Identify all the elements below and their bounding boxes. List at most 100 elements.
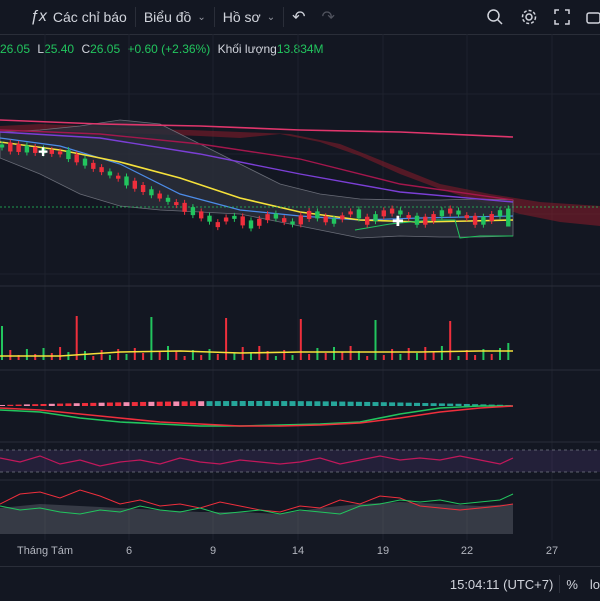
volume-bars bbox=[1, 316, 510, 360]
macd-bar bbox=[223, 401, 230, 406]
ma-pink bbox=[0, 119, 514, 138]
volume-bar bbox=[175, 351, 178, 360]
volume-bar bbox=[457, 356, 460, 360]
macd-histogram bbox=[0, 401, 512, 406]
ma-purple bbox=[0, 131, 514, 203]
rsi-band bbox=[0, 450, 600, 472]
candles-group bbox=[0, 139, 511, 232]
macd-bar bbox=[289, 401, 296, 406]
bottom-status-bar: 15:04:11 (UTC+7) % lo bbox=[0, 566, 600, 601]
volume-bar bbox=[416, 353, 418, 360]
volume-bar bbox=[291, 355, 294, 360]
macd-bar bbox=[264, 401, 271, 406]
undo-icon: ↶ bbox=[292, 9, 306, 26]
redo-button[interactable]: ↷ bbox=[313, 0, 342, 34]
macd-bar bbox=[131, 402, 138, 406]
volume-bar bbox=[158, 352, 161, 360]
chart-type-label: Biểu đồ bbox=[143, 9, 192, 25]
volume-bar bbox=[125, 354, 128, 360]
volume-bar bbox=[432, 352, 435, 360]
macd-bar bbox=[115, 402, 122, 406]
volume-bar bbox=[374, 320, 377, 360]
macd-bar bbox=[7, 404, 14, 406]
volume-bar bbox=[316, 348, 319, 360]
volume-bar bbox=[366, 356, 369, 360]
macd-bar bbox=[73, 403, 80, 406]
macd-bar bbox=[189, 401, 196, 406]
undo-button[interactable]: ↶ bbox=[284, 0, 313, 34]
volume-bar bbox=[42, 348, 45, 360]
quick-search-button[interactable] bbox=[478, 0, 512, 34]
macd-bar bbox=[206, 401, 213, 406]
macd-bar bbox=[90, 402, 97, 406]
volume-bar bbox=[25, 349, 28, 360]
volume-bar bbox=[200, 355, 203, 360]
volume-bar bbox=[440, 346, 443, 360]
volume-bar bbox=[449, 321, 452, 360]
macd-bar bbox=[239, 401, 246, 406]
macd-bar bbox=[32, 404, 39, 406]
volume-bar bbox=[150, 317, 153, 360]
time-axis-label: 6 bbox=[125, 545, 133, 557]
macd-bar bbox=[322, 401, 329, 406]
volume-bar bbox=[349, 346, 352, 360]
snapshot-button[interactable] bbox=[578, 0, 600, 34]
time-axis-label: Tháng Tám bbox=[16, 545, 74, 557]
toolbar-divider bbox=[283, 7, 285, 27]
time-axis-label: 27 bbox=[545, 545, 559, 557]
profile-button[interactable]: Hồ sơ ⌄ bbox=[215, 0, 283, 34]
macd-bar bbox=[463, 403, 470, 406]
macd-bar bbox=[106, 402, 113, 406]
volume-bar bbox=[1, 326, 3, 360]
macd-bar bbox=[173, 401, 180, 406]
chart-type-button[interactable]: Biểu đồ ⌄ bbox=[136, 0, 214, 34]
macd-bar bbox=[156, 401, 163, 406]
indicators-button[interactable]: ƒx Các chỉ báo bbox=[0, 0, 135, 34]
settings-button[interactable] bbox=[512, 0, 546, 34]
macd-bar bbox=[339, 401, 346, 406]
macd-bar bbox=[0, 405, 5, 406]
macd-bar bbox=[422, 403, 429, 406]
chevron-down-icon: ⌄ bbox=[266, 11, 276, 23]
macd-bar bbox=[98, 402, 105, 406]
time-axis[interactable]: Tháng Tám 6 9 14 19 22 27 bbox=[0, 540, 600, 562]
macd-bar bbox=[347, 401, 354, 406]
log-scale-button[interactable]: lo bbox=[589, 576, 600, 592]
macd-bar bbox=[40, 403, 47, 406]
footer-divider bbox=[559, 575, 561, 593]
macd-bar bbox=[65, 403, 72, 406]
volume-bar bbox=[92, 356, 95, 360]
macd-bar bbox=[331, 401, 337, 406]
price-chart-canvas[interactable]: ✚ ✚ bbox=[0, 34, 600, 540]
volume-bar bbox=[341, 352, 344, 360]
macd-bar bbox=[231, 401, 238, 406]
macd-bar bbox=[248, 401, 254, 406]
percent-scale-button[interactable]: % bbox=[566, 576, 578, 592]
volume-ma bbox=[0, 350, 513, 357]
ohlc-legend: 26.05 L25.40 C26.05 +0.60 (+2.36%) Khối … bbox=[0, 42, 324, 56]
volume-bar bbox=[9, 350, 12, 360]
camera-icon bbox=[586, 12, 600, 24]
toolbar-divider bbox=[134, 7, 136, 27]
toolbar-divider bbox=[213, 7, 215, 27]
volume-bar bbox=[391, 349, 394, 360]
volume-bar bbox=[108, 355, 111, 360]
volume-bar bbox=[299, 319, 302, 360]
ma-blue bbox=[0, 137, 514, 221]
cloud-band bbox=[0, 124, 600, 226]
macd-bar bbox=[123, 402, 130, 406]
profile-label: Hồ sơ bbox=[222, 9, 261, 25]
time-axis-label: 19 bbox=[376, 545, 390, 557]
clock-time[interactable]: 15:04:11 (UTC+7) bbox=[449, 576, 554, 592]
volume-bar bbox=[399, 354, 402, 360]
macd-bar bbox=[214, 401, 221, 406]
search-icon bbox=[487, 9, 503, 25]
macd-bar bbox=[364, 401, 371, 406]
fullscreen-button[interactable] bbox=[546, 0, 578, 34]
volume-bar bbox=[59, 347, 62, 360]
rsi-line bbox=[0, 455, 514, 467]
volume-value: 13.834M bbox=[276, 42, 324, 56]
cursor-marker: ✚ bbox=[38, 145, 48, 159]
volume-bar bbox=[233, 353, 236, 360]
volume-bar bbox=[117, 349, 120, 360]
